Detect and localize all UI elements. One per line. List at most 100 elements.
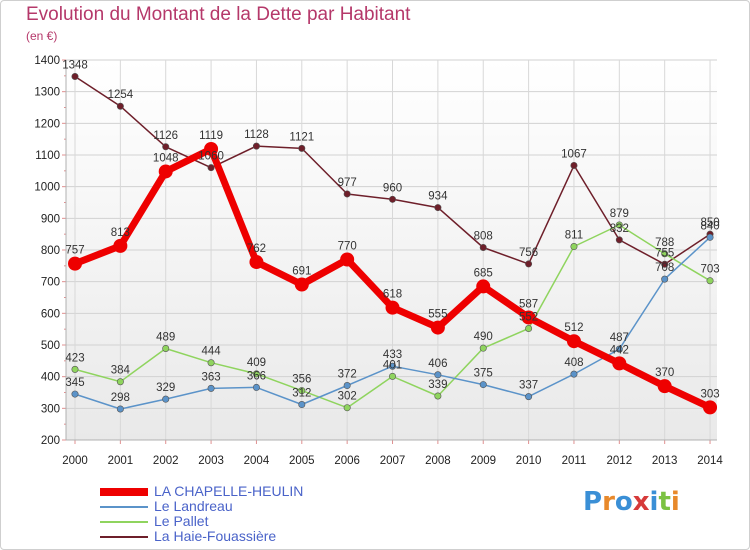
data-label-le-landreau: 487 (610, 332, 629, 344)
x-tick-label: 2001 (108, 455, 134, 467)
data-point-la-chapelle-heulin (566, 334, 581, 349)
data-point-la-chapelle-heulin (521, 310, 536, 325)
data-label-le-landreau: 366 (247, 370, 266, 382)
x-tick-label: 2005 (289, 455, 315, 467)
data-point-la-haie-fouassie-re (525, 260, 533, 268)
data-label-le-pallet: 811 (565, 230, 583, 242)
data-point-la-chapelle-heulin (113, 238, 128, 253)
y-tick-label: 1100 (35, 150, 60, 162)
data-label-le-pallet: 401 (383, 359, 402, 371)
legend-swatch (100, 488, 148, 496)
data-point-la-chapelle-heulin (294, 277, 309, 292)
data-label-la-chapelle-heulin: 691 (292, 266, 311, 278)
data-point-le-landreau (343, 382, 351, 390)
legend-item: Le Pallet (100, 513, 360, 529)
data-point-le-pallet (343, 404, 351, 412)
logo-letter: r (602, 487, 615, 517)
data-point-la-chapelle-heulin (476, 279, 491, 294)
y-tick-label: 1300 (34, 87, 60, 99)
x-tick-label: 2008 (425, 455, 451, 467)
data-label-le-landreau: 312 (292, 388, 311, 400)
data-label-la-haie-fouassie-re: 755 (655, 247, 674, 259)
data-point-le-landreau (162, 395, 170, 403)
legend-label: LA CHAPELLE-HEULIN (154, 483, 304, 499)
data-label-la-chapelle-heulin: 370 (655, 367, 674, 379)
logo-letter: o (614, 487, 633, 517)
data-point-la-haie-fouassie-re (162, 143, 170, 151)
data-point-la-haie-fouassie-re (434, 204, 442, 212)
legend-swatch (100, 506, 148, 508)
x-tick-label: 2010 (516, 455, 542, 467)
data-point-le-pallet (298, 387, 306, 395)
y-tick-label: 1200 (34, 118, 60, 130)
data-point-la-chapelle-heulin (340, 252, 355, 267)
data-point-le-pallet (525, 325, 533, 333)
data-point-le-landreau (706, 233, 714, 241)
legend-item: LA CHAPELLE-HEULIN (100, 483, 360, 499)
x-tick-label: 2006 (334, 455, 360, 467)
y-tick-label: 300 (41, 403, 60, 415)
data-label-le-pallet: 302 (338, 391, 357, 403)
data-label-le-landreau: 345 (65, 377, 84, 389)
data-point-la-haie-fouassie-re (661, 260, 669, 268)
chart-unit: (en €) (26, 29, 58, 43)
x-tick-label: 2004 (244, 455, 270, 467)
line-chart: 200 300 400 500 600 700 800 900 1000 1100 1200 1300… (34, 55, 723, 467)
data-point-le-landreau (525, 393, 533, 401)
data-label-la-haie-fouassie-re: 756 (519, 247, 538, 259)
data-label-la-chapelle-heulin: 757 (65, 245, 84, 257)
y-tick-label: 400 (41, 372, 60, 384)
data-label-le-pallet: 490 (474, 331, 493, 343)
data-label-le-pallet: 384 (111, 365, 131, 377)
y-tick-label: 600 (41, 308, 60, 320)
y-tick-label: 500 (41, 340, 60, 352)
data-label-le-landreau: 433 (383, 349, 402, 361)
data-point-le-pallet (116, 378, 124, 386)
data-label-la-chapelle-heulin: 587 (519, 298, 538, 310)
data-label-la-haie-fouassie-re: 1121 (289, 131, 314, 143)
data-point-la-haie-fouassie-re (570, 161, 578, 169)
data-point-la-chapelle-heulin (249, 255, 264, 270)
data-point-la-haie-fouassie-re (479, 243, 487, 251)
data-point-le-landreau (252, 383, 260, 391)
logo-letter: x (632, 487, 650, 517)
data-point-la-haie-fouassie-re (615, 236, 623, 244)
data-point-le-pallet (252, 370, 260, 378)
data-point-le-landreau (298, 401, 306, 409)
chart-title: Evolution du Montant de la Dette par Hab… (26, 4, 411, 25)
data-label-le-pallet: 444 (201, 346, 221, 358)
y-tick-label: 700 (41, 277, 60, 289)
x-tick-label: 2009 (470, 455, 496, 467)
x-tick-label: 2003 (198, 455, 224, 467)
data-label-la-haie-fouassie-re: 977 (338, 177, 357, 189)
data-label-le-pallet: 788 (655, 237, 674, 249)
data-label-la-chapelle-heulin: 618 (383, 289, 402, 301)
data-point-le-landreau (116, 405, 124, 413)
data-point-le-landreau (615, 345, 623, 353)
data-point-la-chapelle-heulin (657, 379, 672, 394)
data-label-la-haie-fouassie-re: 850 (700, 217, 719, 229)
data-point-le-pallet (162, 344, 170, 352)
data-label-la-chapelle-heulin: 1119 (199, 130, 223, 142)
data-point-la-haie-fouassie-re (298, 144, 306, 152)
x-tick-label: 2000 (62, 455, 88, 467)
data-label-le-landreau: 375 (474, 368, 493, 380)
logo-letter: P (583, 487, 603, 517)
legend-label: Le Landreau (154, 498, 233, 514)
y-tick-label: 1000 (34, 182, 60, 194)
data-point-le-landreau (661, 275, 669, 283)
data-point-le-landreau (71, 390, 79, 398)
data-label-la-haie-fouassie-re: 1348 (62, 59, 88, 71)
data-point-la-chapelle-heulin (612, 356, 627, 371)
data-label-la-haie-fouassie-re: 1126 (153, 130, 178, 142)
x-tick-label: 2011 (562, 455, 587, 467)
data-point-la-chapelle-heulin (430, 320, 445, 335)
data-point-le-pallet (389, 372, 397, 380)
data-label-le-landreau: 329 (156, 382, 175, 394)
data-label-la-chapelle-heulin: 303 (700, 388, 719, 400)
logo-letter: i (649, 487, 659, 517)
data-label-la-haie-fouassie-re: 934 (428, 191, 448, 203)
data-label-le-pallet: 489 (156, 331, 175, 343)
data-point-la-chapelle-heulin (158, 164, 173, 179)
data-point-le-pallet (570, 243, 578, 251)
